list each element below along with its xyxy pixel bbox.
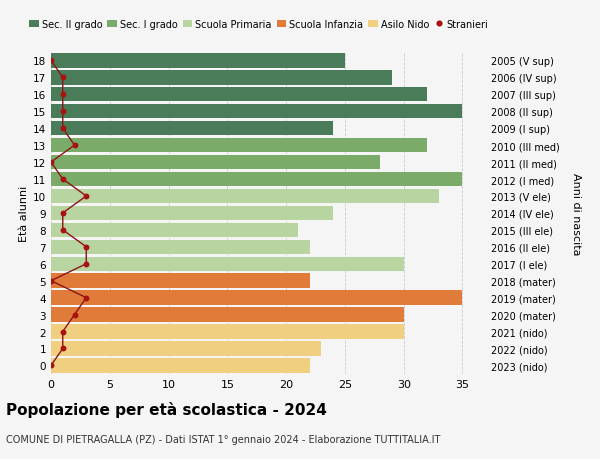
Text: Popolazione per età scolastica - 2024: Popolazione per età scolastica - 2024 — [6, 402, 327, 418]
Bar — [51, 105, 463, 119]
Bar — [51, 122, 333, 136]
Bar — [51, 308, 404, 322]
Bar — [51, 54, 345, 68]
Text: COMUNE DI PIETRAGALLA (PZ) - Dati ISTAT 1° gennaio 2024 - Elaborazione TUTTITALI: COMUNE DI PIETRAGALLA (PZ) - Dati ISTAT … — [6, 434, 440, 444]
Y-axis label: Età alunni: Età alunni — [19, 185, 29, 241]
Bar — [51, 71, 392, 85]
Point — [58, 91, 68, 99]
Y-axis label: Anni di nascita: Anni di nascita — [571, 172, 581, 255]
Point — [46, 159, 56, 166]
Point — [58, 74, 68, 82]
Point — [82, 244, 91, 251]
Bar — [51, 189, 439, 204]
Bar — [51, 240, 310, 254]
Point — [58, 210, 68, 217]
Point — [82, 294, 91, 302]
Point — [46, 362, 56, 369]
Point — [58, 108, 68, 116]
Point — [58, 345, 68, 353]
Bar — [51, 358, 310, 373]
Bar — [51, 206, 333, 221]
Point — [58, 176, 68, 183]
Bar — [51, 223, 298, 238]
Bar — [51, 291, 463, 305]
Bar — [51, 274, 310, 288]
Legend: Sec. II grado, Sec. I grado, Scuola Primaria, Scuola Infanzia, Asilo Nido, Stran: Sec. II grado, Sec. I grado, Scuola Prim… — [25, 16, 492, 34]
Bar — [51, 325, 404, 339]
Point — [58, 227, 68, 234]
Bar — [51, 139, 427, 153]
Point — [46, 277, 56, 285]
Point — [58, 328, 68, 336]
Bar — [51, 341, 322, 356]
Point — [82, 261, 91, 268]
Point — [70, 142, 79, 150]
Point — [58, 125, 68, 133]
Bar — [51, 173, 463, 187]
Point — [82, 193, 91, 200]
Bar — [51, 156, 380, 170]
Point — [46, 57, 56, 65]
Bar — [51, 257, 404, 271]
Bar — [51, 88, 427, 102]
Point — [70, 311, 79, 319]
